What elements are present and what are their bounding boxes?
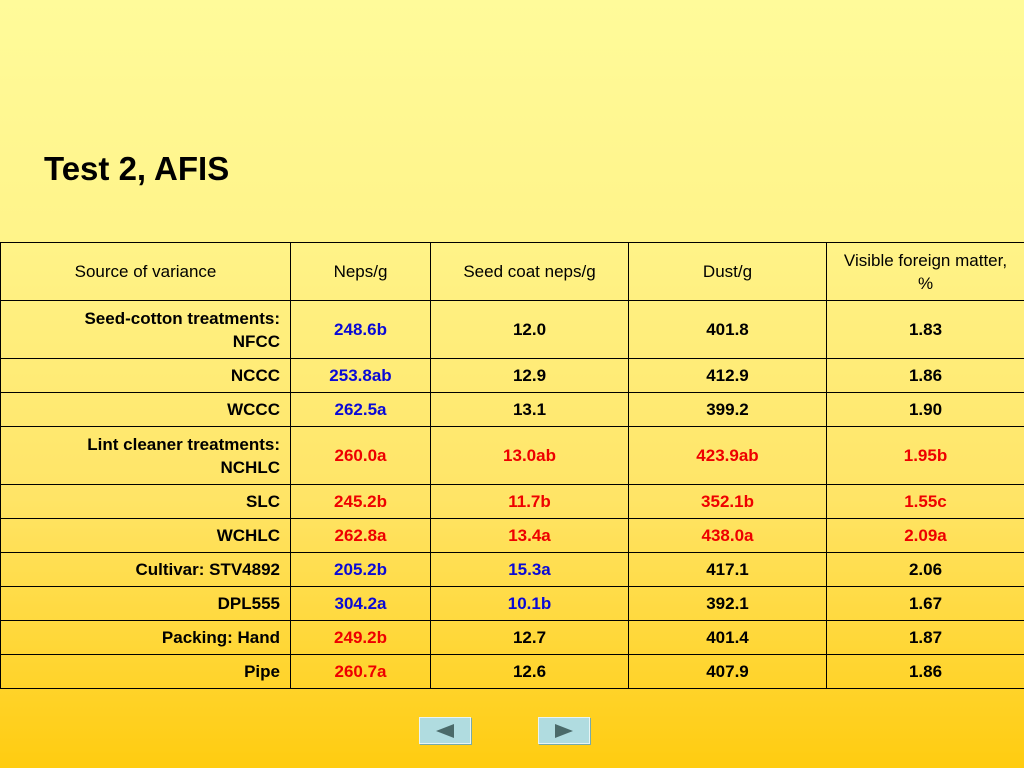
dust-cell: 423.9ab (628, 426, 827, 485)
column-header: Visible foreign matter, % (826, 242, 1024, 301)
source-label: DPL555 (217, 594, 280, 613)
source-label: Cultivar: STV4892 (135, 560, 280, 579)
source-of-variance-cell: SLC (0, 484, 291, 519)
table-row: Cultivar: STV4892 205.2b 15.3a 417.1 2.06 (0, 552, 1024, 587)
neps-cell: 260.7a (290, 654, 431, 689)
table-row: Pipe 260.7a 12.6 407.9 1.86 (0, 654, 1024, 689)
neps-cell: 248.6b (290, 300, 431, 359)
seed-coat-neps-cell: 13.0ab (430, 426, 629, 485)
neps-cell: 304.2a (290, 586, 431, 621)
table-row: Lint cleaner treatments: NCHLC 260.0a 13.0a… (0, 426, 1024, 485)
seed-coat-neps-cell: 11.7b (430, 484, 629, 519)
seed-coat-neps-cell: 12.6 (430, 654, 629, 689)
visible-foreign-matter-cell: 1.83 (826, 300, 1024, 359)
column-header: Seed coat neps/g (430, 242, 629, 301)
source-label: Seed-cotton treatments: (84, 308, 280, 328)
triangle-left-icon (436, 723, 454, 738)
table-row: Seed-cotton treatments: NFCC 248.6b 12.0 401… (0, 300, 1024, 359)
dust-cell: 352.1b (628, 484, 827, 519)
visible-foreign-matter-cell: 2.06 (826, 552, 1024, 587)
visible-foreign-matter-cell: 1.87 (826, 620, 1024, 655)
source-label: WCCC (227, 400, 280, 419)
source-of-variance-cell: NCCC (0, 358, 291, 393)
source-label: NFCC (232, 331, 280, 351)
source-of-variance-cell: Lint cleaner treatments: NCHLC (0, 426, 291, 485)
source-of-variance-cell: Pipe (0, 654, 291, 689)
source-of-variance-cell: Seed-cotton treatments: NFCC (0, 300, 291, 359)
triangle-right-icon (555, 723, 573, 738)
table-row: WCHLC 262.8a 13.4a 438.0a 2.09a (0, 518, 1024, 553)
dust-cell: 412.9 (628, 358, 827, 393)
source-label: NCHLC (220, 457, 281, 477)
visible-foreign-matter-cell: 1.67 (826, 586, 1024, 621)
visible-foreign-matter-cell: 1.86 (826, 358, 1024, 393)
afis-results-table: Source of variance Neps/g Seed coat neps… (0, 242, 1024, 689)
seed-coat-neps-cell: 13.4a (430, 518, 629, 553)
source-label: WCHLC (216, 526, 280, 545)
table-row: WCCC 262.5a 13.1 399.2 1.90 (0, 392, 1024, 427)
neps-cell: 205.2b (290, 552, 431, 587)
neps-cell: 262.8a (290, 518, 431, 553)
source-of-variance-cell: Cultivar: STV4892 (0, 552, 291, 587)
visible-foreign-matter-cell: 1.95b (826, 426, 1024, 485)
column-header: Neps/g (290, 242, 431, 301)
seed-coat-neps-cell: 12.7 (430, 620, 629, 655)
neps-cell: 253.8ab (290, 358, 431, 393)
source-label: NCCC (230, 366, 280, 385)
dust-cell: 399.2 (628, 392, 827, 427)
seed-coat-neps-cell: 12.9 (430, 358, 629, 393)
dust-cell: 417.1 (628, 552, 827, 587)
source-of-variance-cell: WCCC (0, 392, 291, 427)
neps-cell: 260.0a (290, 426, 431, 485)
previous-slide-button[interactable] (419, 717, 471, 744)
dust-cell: 392.1 (628, 586, 827, 621)
source-of-variance-cell: Packing: Hand (0, 620, 291, 655)
table-row: NCCC 253.8ab 12.9 412.9 1.86 (0, 358, 1024, 393)
seed-coat-neps-cell: 12.0 (430, 300, 629, 359)
visible-foreign-matter-cell: 2.09a (826, 518, 1024, 553)
table-row: SLC 245.2b 11.7b 352.1b 1.55c (0, 484, 1024, 519)
dust-cell: 407.9 (628, 654, 827, 689)
source-label: SLC (246, 492, 280, 511)
source-of-variance-cell: DPL555 (0, 586, 291, 621)
table-row: Packing: Hand 249.2b 12.7 401.4 1.87 (0, 620, 1024, 655)
visible-foreign-matter-cell: 1.86 (826, 654, 1024, 689)
next-slide-button[interactable] (538, 717, 590, 744)
column-header: Source of variance (0, 242, 291, 301)
table-row: DPL555 304.2a 10.1b 392.1 1.67 (0, 586, 1024, 621)
source-of-variance-cell: WCHLC (0, 518, 291, 553)
source-label: Lint cleaner treatments: (87, 434, 280, 454)
source-label: Pipe (244, 662, 280, 681)
page-title: Test 2, AFIS (44, 150, 230, 187)
table-header-row: Source of variance Neps/g Seed coat neps… (0, 242, 1024, 301)
seed-coat-neps-cell: 13.1 (430, 392, 629, 427)
neps-cell: 245.2b (290, 484, 431, 519)
dust-cell: 438.0a (628, 518, 827, 553)
dust-cell: 401.8 (628, 300, 827, 359)
seed-coat-neps-cell: 10.1b (430, 586, 629, 621)
dust-cell: 401.4 (628, 620, 827, 655)
column-header: Dust/g (628, 242, 827, 301)
source-label: Packing: Hand (161, 628, 280, 647)
seed-coat-neps-cell: 15.3a (430, 552, 629, 587)
visible-foreign-matter-cell: 1.55c (826, 484, 1024, 519)
neps-cell: 249.2b (290, 620, 431, 655)
neps-cell: 262.5a (290, 392, 431, 427)
visible-foreign-matter-cell: 1.90 (826, 392, 1024, 427)
